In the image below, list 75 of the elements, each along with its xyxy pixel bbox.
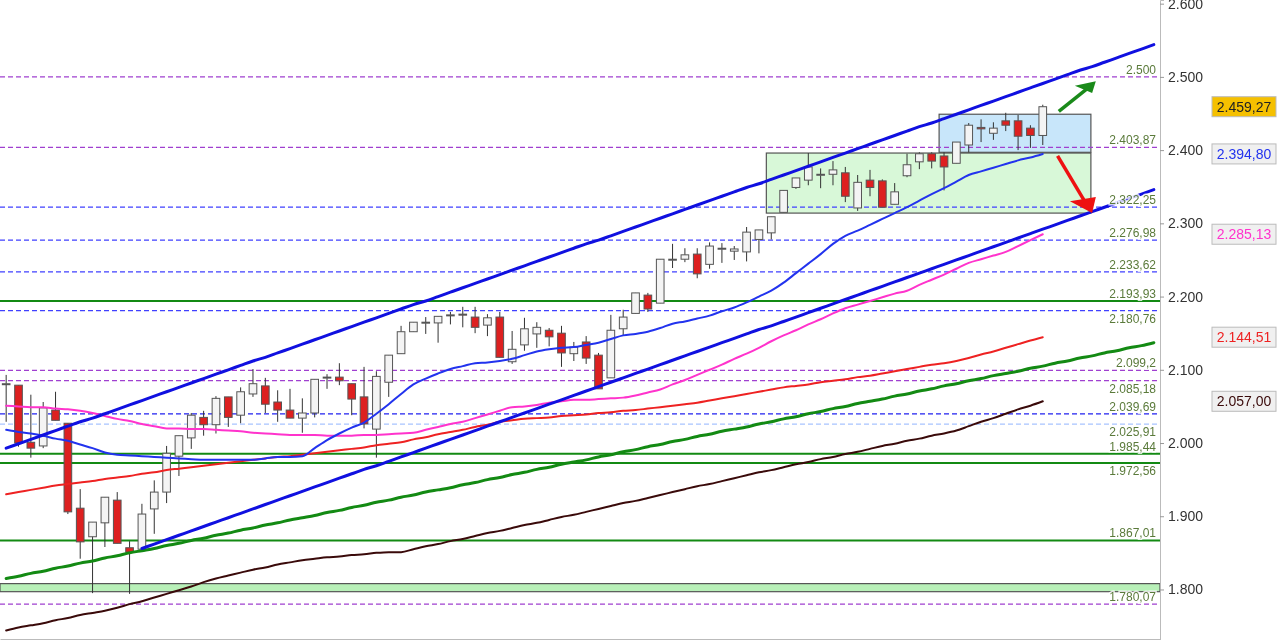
y-tick-label: 1.800	[1168, 581, 1204, 598]
candlestick	[631, 292, 640, 314]
y-tick-label: 1.900	[1168, 508, 1204, 525]
candlestick	[236, 386, 245, 424]
ref-line-label: 2.039,69	[1109, 399, 1157, 414]
candlestick	[223, 396, 233, 428]
y-tick-label: 2.000	[1168, 435, 1204, 451]
candlestick	[248, 368, 258, 398]
candlestick	[347, 383, 357, 416]
candlestick	[483, 313, 492, 337]
y-tick-label: 2.400	[1168, 142, 1204, 159]
candlestick	[544, 327, 554, 347]
candlestick	[458, 306, 468, 328]
candlestick	[618, 309, 628, 336]
y-tick-label: 2.300	[1168, 215, 1204, 232]
ref-line-label: 1.985,44	[1109, 439, 1157, 454]
text: 2.144,51	[1216, 329, 1272, 346]
ref-line-label: 2.193,93	[1109, 287, 1157, 302]
candlestick	[335, 362, 344, 386]
candlestick	[149, 479, 159, 535]
candlestick	[532, 321, 542, 349]
candlestick	[273, 389, 282, 423]
candlestick	[680, 247, 690, 263]
candlestick	[717, 242, 727, 264]
candlestick	[766, 216, 776, 240]
ref-line-label: 2.233,62	[1109, 257, 1157, 272]
candlestick	[433, 315, 443, 344]
ref-line-label: 2.500	[1125, 62, 1157, 77]
candlestick	[298, 397, 307, 434]
candlestick	[816, 167, 825, 189]
candlestick	[396, 325, 406, 355]
candlestick	[705, 241, 714, 270]
candlestick	[865, 169, 875, 197]
text: 2.285,13	[1216, 226, 1272, 243]
line-series	[4, 341, 1156, 580]
candlestick	[840, 166, 850, 203]
ref-line-label: 2.180,76	[1109, 311, 1157, 326]
ref-line-label: 1.780,07	[1109, 590, 1157, 605]
candlestick	[260, 377, 270, 414]
candlestick	[186, 412, 196, 450]
candlestick	[470, 306, 480, 334]
candlestick	[1026, 124, 1035, 149]
line-series	[5, 233, 1044, 437]
text: 2.459,27	[1216, 98, 1272, 115]
ref-line-label: 1.972,56	[1109, 464, 1157, 479]
candlestick	[668, 243, 677, 269]
candlestick	[828, 160, 838, 186]
text: 2.057,00	[1216, 393, 1272, 410]
ref-line-label: 1.867,01	[1109, 526, 1157, 541]
candlestick	[557, 325, 566, 368]
y-tick-label: 2.500	[1168, 68, 1204, 85]
line-series	[5, 336, 1044, 496]
candlestick	[520, 317, 529, 352]
candlestick	[890, 182, 900, 205]
candlestick	[199, 410, 208, 437]
candlestick	[692, 247, 702, 279]
ref-line-label: 2.085,18	[1109, 381, 1157, 396]
candlestick	[322, 373, 332, 390]
candlestick	[51, 391, 60, 421]
candlestick	[754, 229, 764, 254]
candlestick	[285, 388, 295, 419]
ref-line-label: 2.099,2	[1115, 356, 1157, 371]
candlestick	[742, 226, 751, 262]
candlestick	[174, 435, 184, 477]
candlestick	[643, 292, 653, 313]
ref-line-label: 2.403,87	[1109, 133, 1157, 148]
line-series	[5, 152, 1044, 461]
y-tick-label: 2.100	[1168, 361, 1204, 378]
y-tick-label: 2.200	[1168, 288, 1204, 305]
line-series	[5, 400, 1044, 632]
ref-line-label: 2.276,98	[1109, 226, 1157, 241]
candlestick	[976, 118, 986, 143]
candlestick	[26, 394, 36, 459]
text: 2.394,80	[1216, 145, 1272, 162]
ref-line-label: 2.025,91	[1109, 425, 1157, 440]
